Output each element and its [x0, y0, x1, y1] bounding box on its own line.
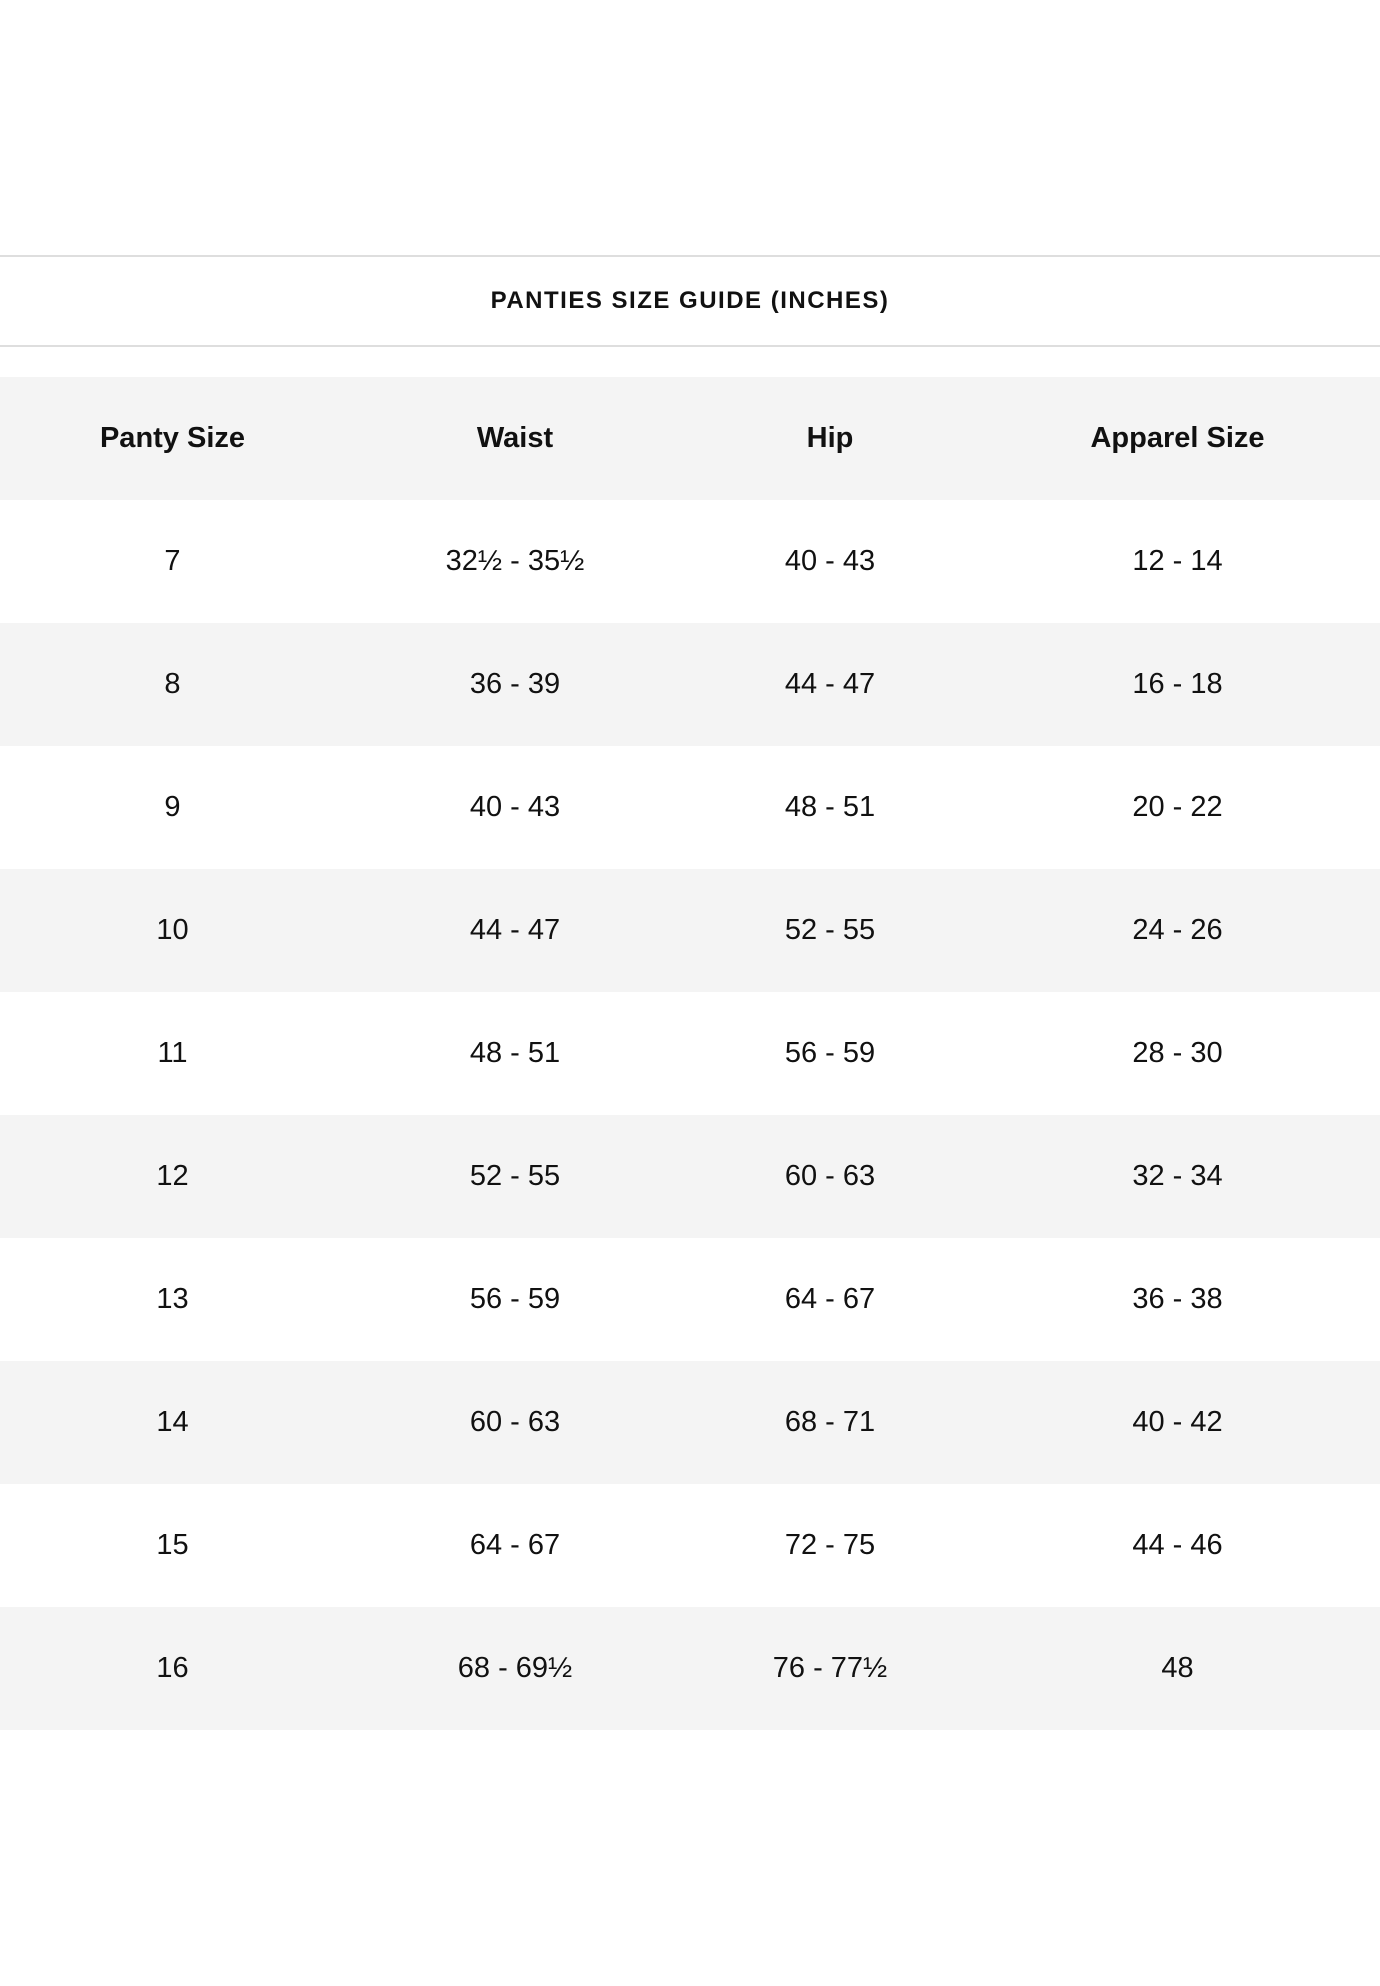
cell-panty-size: 8 — [164, 668, 181, 700]
size-guide-title-bar: PANTIES SIZE GUIDE (INCHES) — [0, 255, 1380, 347]
cell-hip: 64 - 67 — [784, 1283, 876, 1315]
cell-hip: 72 - 75 — [784, 1529, 876, 1561]
cell-apparel-size: 32 - 34 — [1132, 1160, 1223, 1192]
cell-waist: 68 - 69½ — [457, 1652, 573, 1684]
header-waist: Waist — [476, 422, 554, 454]
cell-hip: 60 - 63 — [784, 1160, 876, 1192]
cell-waist: 60 - 63 — [469, 1406, 561, 1438]
cell-waist: 52 - 55 — [469, 1160, 561, 1192]
table-row: 9 40 - 43 48 - 51 20 - 22 — [0, 746, 1380, 869]
cell-hip: 76 - 77½ — [772, 1652, 888, 1684]
cell-apparel-size: 40 - 42 — [1132, 1406, 1223, 1438]
cell-waist: 64 - 67 — [469, 1529, 561, 1561]
header-panty-size: Panty Size — [99, 422, 246, 454]
cell-waist: 48 - 51 — [469, 1037, 561, 1069]
cell-apparel-size: 20 - 22 — [1132, 791, 1223, 823]
size-guide-title: PANTIES SIZE GUIDE (INCHES) — [490, 287, 890, 314]
table-row: 13 56 - 59 64 - 67 36 - 38 — [0, 1238, 1380, 1361]
cell-hip: 44 - 47 — [784, 668, 876, 700]
size-guide-table: Panty Size Waist Hip Apparel Size 7 32½ -… — [0, 377, 1380, 1730]
table-row: 7 32½ - 35½ 40 - 43 12 - 14 — [0, 500, 1380, 623]
cell-panty-size: 10 — [156, 914, 189, 946]
table-row: 12 52 - 55 60 - 63 32 - 34 — [0, 1115, 1380, 1238]
cell-apparel-size: 44 - 46 — [1132, 1529, 1223, 1561]
cell-hip: 48 - 51 — [784, 791, 876, 823]
cell-panty-size: 14 — [156, 1406, 189, 1438]
cell-waist: 44 - 47 — [469, 914, 561, 946]
cell-panty-size: 7 — [164, 545, 181, 577]
cell-hip: 40 - 43 — [784, 545, 876, 577]
cell-panty-size: 9 — [164, 791, 181, 823]
cell-apparel-size: 12 - 14 — [1132, 545, 1223, 577]
header-hip: Hip — [806, 422, 854, 454]
cell-waist: 40 - 43 — [469, 791, 561, 823]
table-row: 14 60 - 63 68 - 71 40 - 42 — [0, 1361, 1380, 1484]
table-row: 10 44 - 47 52 - 55 24 - 26 — [0, 869, 1380, 992]
cell-apparel-size: 36 - 38 — [1132, 1283, 1223, 1315]
table-row: 11 48 - 51 56 - 59 28 - 30 — [0, 992, 1380, 1115]
table-row: 8 36 - 39 44 - 47 16 - 18 — [0, 623, 1380, 746]
cell-panty-size: 11 — [157, 1037, 188, 1069]
cell-waist: 36 - 39 — [469, 668, 561, 700]
table-row: 16 68 - 69½ 76 - 77½ 48 — [0, 1607, 1380, 1730]
cell-panty-size: 12 — [156, 1160, 189, 1192]
cell-panty-size: 15 — [156, 1529, 189, 1561]
table-row: 15 64 - 67 72 - 75 44 - 46 — [0, 1484, 1380, 1607]
table-header-row: Panty Size Waist Hip Apparel Size — [0, 377, 1380, 500]
cell-hip: 52 - 55 — [784, 914, 876, 946]
cell-waist: 56 - 59 — [469, 1283, 561, 1315]
cell-hip: 56 - 59 — [784, 1037, 876, 1069]
cell-panty-size: 16 — [156, 1652, 189, 1684]
cell-apparel-size: 24 - 26 — [1132, 914, 1223, 946]
cell-panty-size: 13 — [156, 1283, 189, 1315]
cell-hip: 68 - 71 — [784, 1406, 876, 1438]
cell-waist: 32½ - 35½ — [445, 545, 585, 577]
header-apparel-size: Apparel Size — [1090, 422, 1265, 454]
cell-apparel-size: 48 — [1161, 1652, 1194, 1684]
cell-apparel-size: 28 - 30 — [1132, 1037, 1223, 1069]
cell-apparel-size: 16 - 18 — [1132, 668, 1223, 700]
